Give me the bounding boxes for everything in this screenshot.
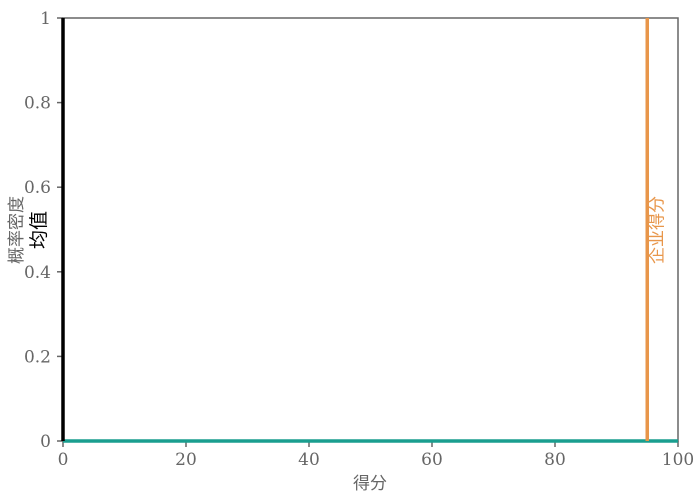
company-score-label: 企业得分 <box>647 196 667 264</box>
x-tick-label: 0 <box>58 450 69 470</box>
y-axis-title: 概率密度 <box>7 196 27 264</box>
x-tick-label: 20 <box>175 450 197 470</box>
y-tick-label: 0.2 <box>24 347 51 367</box>
x-tick-label: 40 <box>298 450 320 470</box>
y-tick-label: 1 <box>40 9 51 29</box>
y-tick-label: 0.8 <box>24 94 51 114</box>
x-tick-label: 100 <box>662 450 693 470</box>
y-tick-label: 0.6 <box>24 178 51 198</box>
x-tick-label: 60 <box>421 450 443 470</box>
x-axis-title: 得分 <box>353 474 387 494</box>
x-axis-ticks: 0 20 40 60 80 100 <box>58 441 693 470</box>
reference-lines: 均值 企业得分 <box>28 18 667 441</box>
y-axis-ticks: 0 0.2 0.4 0.6 0.8 1 <box>24 9 63 452</box>
y-tick-label: 0 <box>40 432 51 452</box>
plot-frame <box>62 17 679 442</box>
y-tick-label: 0.4 <box>24 263 51 283</box>
x-tick-label: 80 <box>544 450 566 470</box>
mean-line-label: 均值 <box>28 211 50 249</box>
